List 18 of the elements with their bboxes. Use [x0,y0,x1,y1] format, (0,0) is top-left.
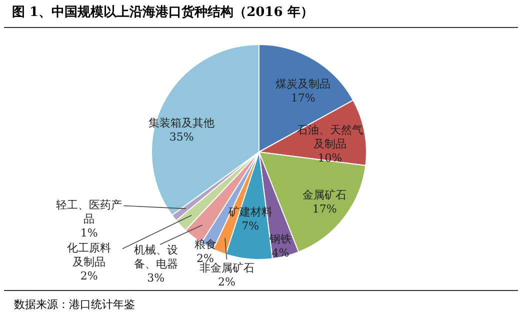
data-label: 7% [242,220,260,233]
slice-label: 非金属矿石 [199,261,254,274]
slice-label: 集装箱及其他 [148,116,215,130]
slice-label: 机械、设备、电器 [134,244,178,271]
slice-label: 煤炭及制品 [276,78,331,91]
data-label: 2% [80,270,98,283]
slice-label: 金属矿石 [302,188,347,202]
data-label: 17% [312,202,337,216]
data-label: 35% [169,130,194,144]
slice-label: 轻工、医药产品 [56,198,122,226]
data-label: 17% [290,92,316,105]
data-label: 4% [272,246,290,260]
data-label: 1% [80,226,98,240]
chart-title: 图 1、中国规模以上沿海港口货种结构（2016 年） [4,0,518,28]
slice-label: 化工原料及制品 [67,242,112,269]
data-label: 2% [218,275,236,288]
data-label: 3% [147,272,165,285]
source-note: 数据来源：港口统计年鉴 [4,290,518,312]
